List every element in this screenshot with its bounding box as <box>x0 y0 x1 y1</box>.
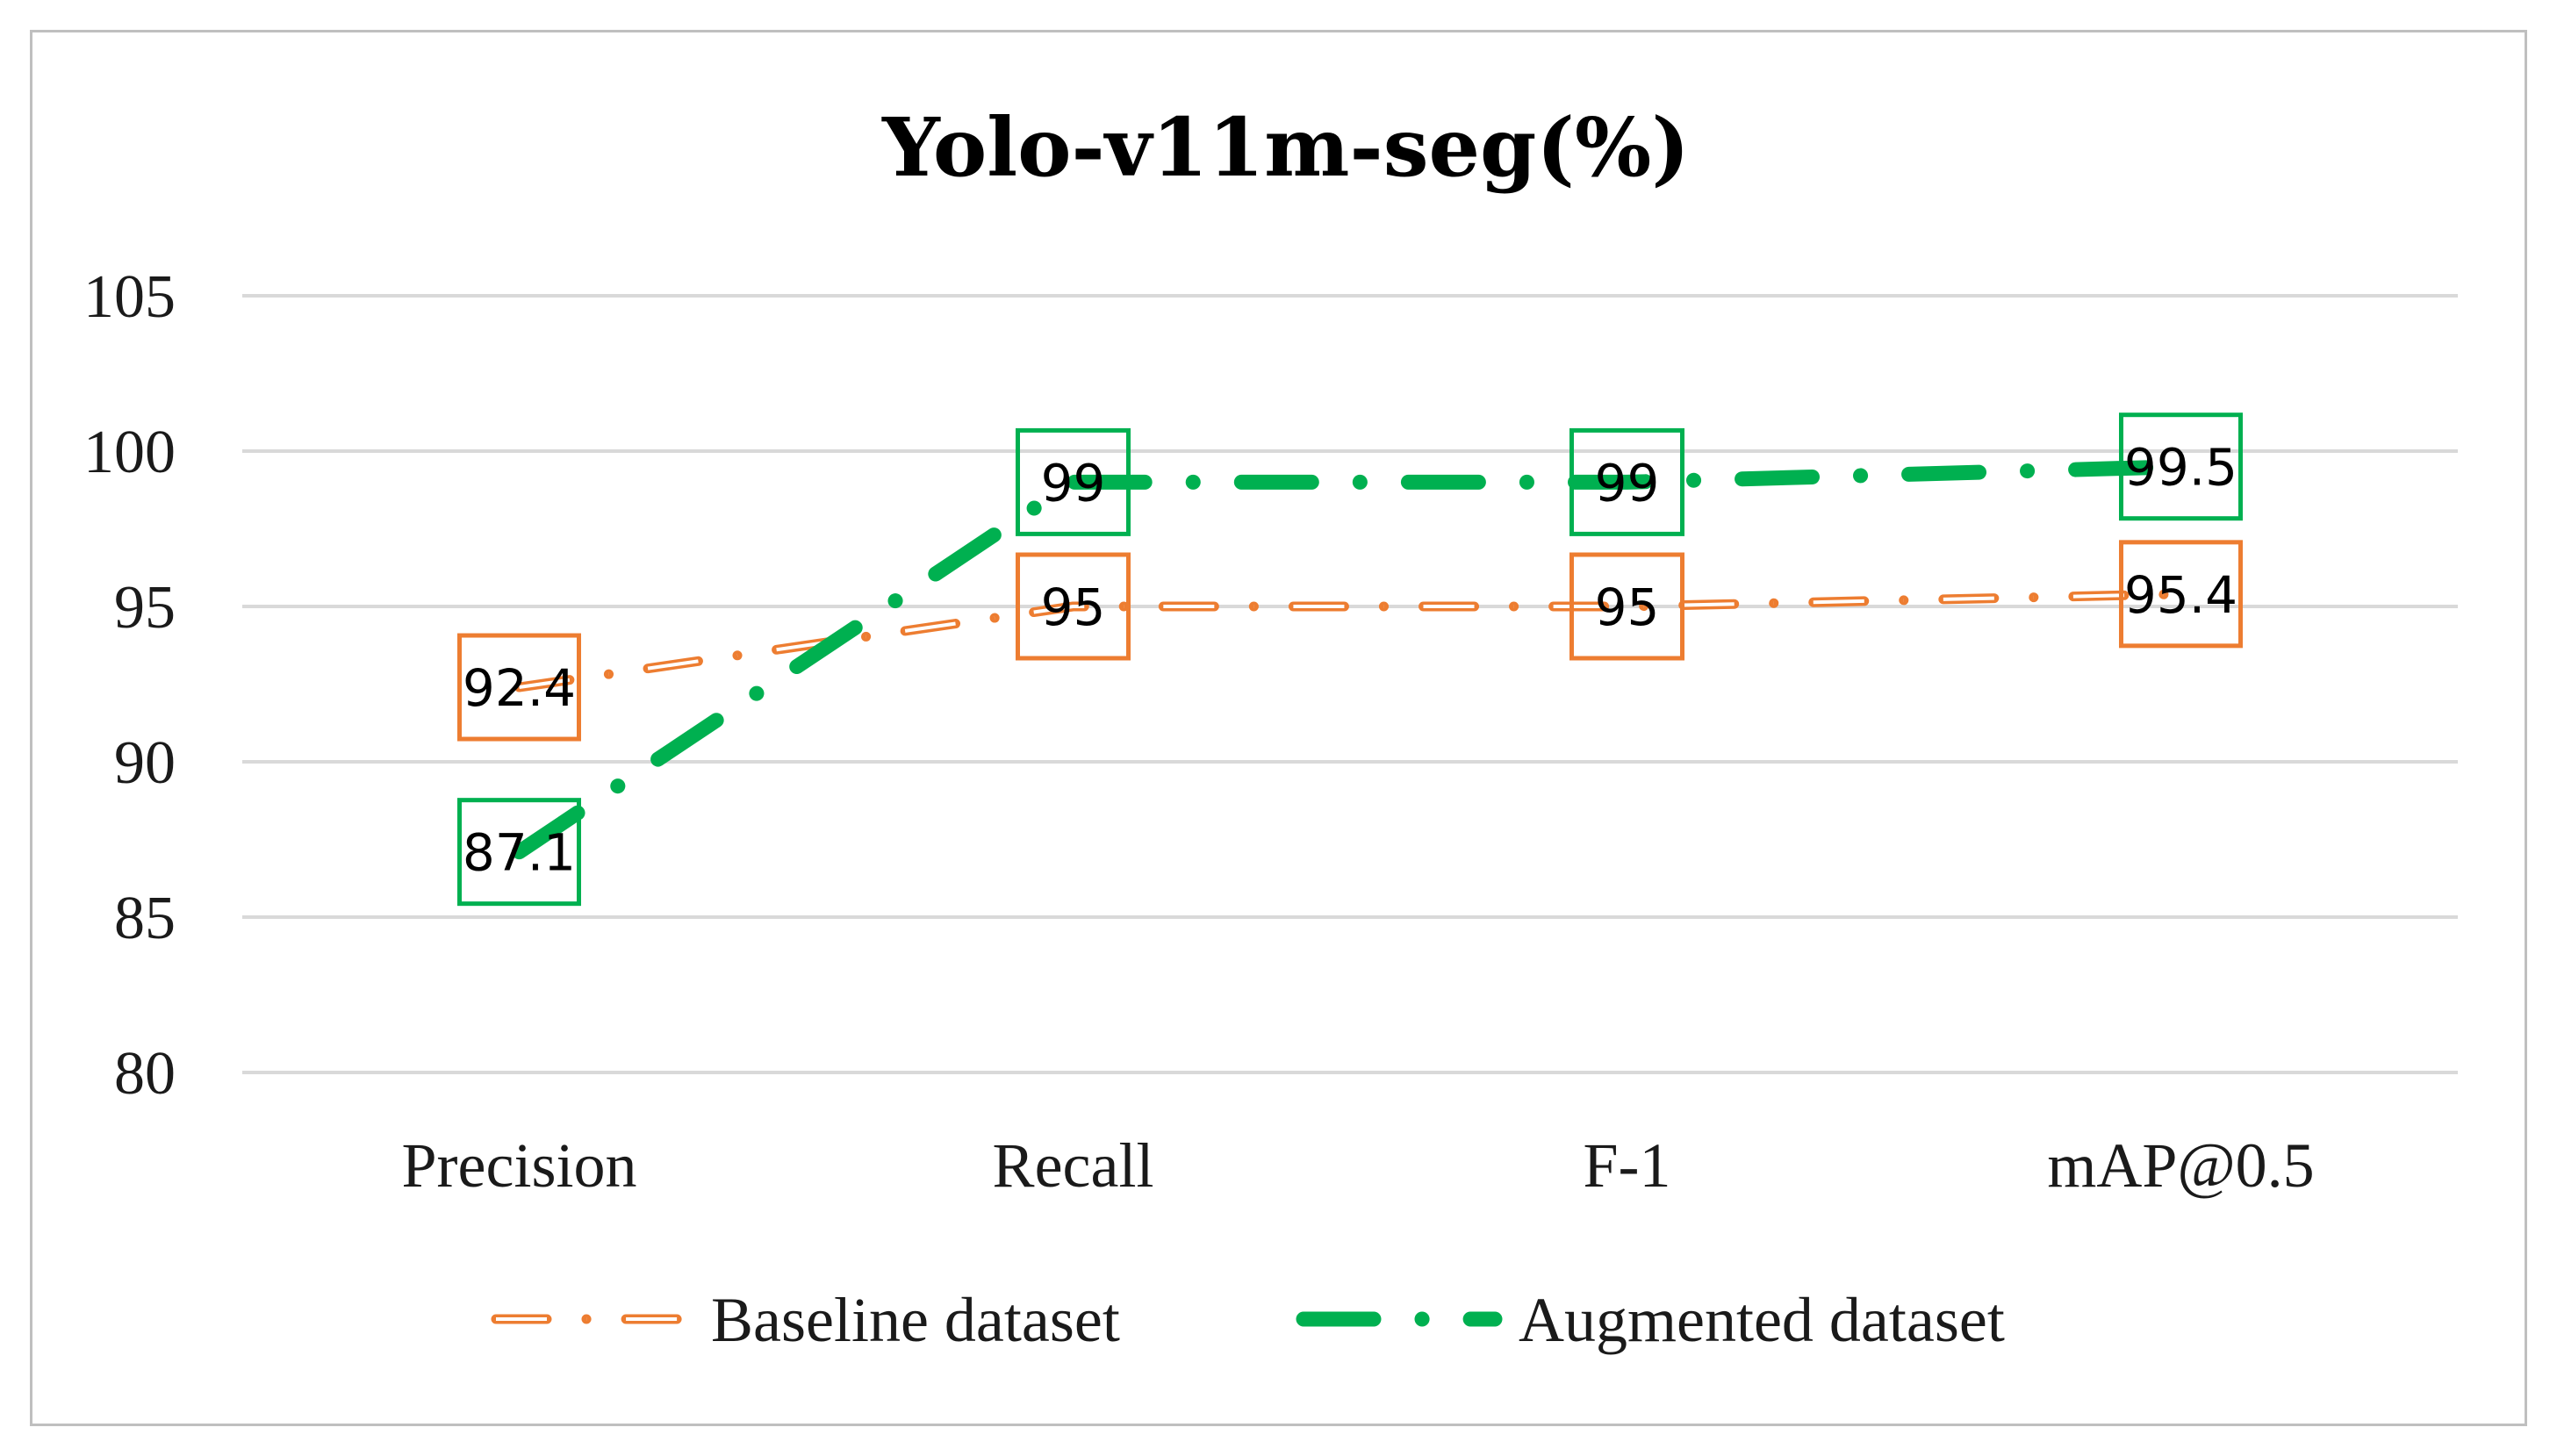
y-tick-label: 100 <box>83 419 176 486</box>
data-label-box <box>1569 427 1684 536</box>
x-category-label: Recall <box>993 1130 1154 1201</box>
data-label-box <box>2119 412 2243 521</box>
data-label: 95 <box>1041 577 1106 637</box>
x-category-label: F-1 <box>1583 1130 1670 1201</box>
y-tick-label: 90 <box>114 729 176 797</box>
x-axis-categories: Precision Recall F-1 mAP@0.5 <box>402 1130 2315 1201</box>
series-line-inner <box>519 592 2181 690</box>
y-axis-ticks: 80 85 90 95 100 105 <box>83 263 176 1108</box>
legend: Baseline dataset Augmented dataset <box>491 1285 2005 1355</box>
data-label-box <box>1016 552 1131 661</box>
y-tick-label: 85 <box>114 885 176 952</box>
data-labels: 92.4 95 95 95.4 87.1 99 99 99.5 <box>457 412 2243 907</box>
series-lines <box>512 459 2188 860</box>
data-label: 99 <box>1595 453 1660 513</box>
data-label: 87.1 <box>463 823 576 883</box>
chart-frame <box>30 30 2527 1426</box>
data-label: 95.4 <box>2124 565 2237 625</box>
y-tick-label: 105 <box>83 263 176 331</box>
legend-label: Augmented dataset <box>1519 1285 2005 1355</box>
data-label: 92.4 <box>463 658 576 718</box>
data-label: 99.5 <box>2124 438 2237 498</box>
data-label-box <box>457 798 581 907</box>
chart-title: Yolo-v11m-seg(%) <box>881 100 1690 195</box>
data-label-box <box>1016 427 1131 536</box>
data-label-box <box>457 633 581 742</box>
data-label: 95 <box>1595 577 1660 637</box>
y-tick-label: 80 <box>114 1040 176 1108</box>
data-label-box <box>1569 552 1684 661</box>
data-label: 99 <box>1041 453 1106 513</box>
series-line-augmented <box>512 459 2188 860</box>
y-tick-label: 95 <box>114 574 176 642</box>
legend-label: Baseline dataset <box>711 1285 1120 1355</box>
x-category-label: Precision <box>402 1130 637 1201</box>
gridlines <box>242 294 2458 1074</box>
x-category-label: mAP@0.5 <box>2047 1130 2314 1201</box>
data-label-box <box>2119 540 2243 649</box>
